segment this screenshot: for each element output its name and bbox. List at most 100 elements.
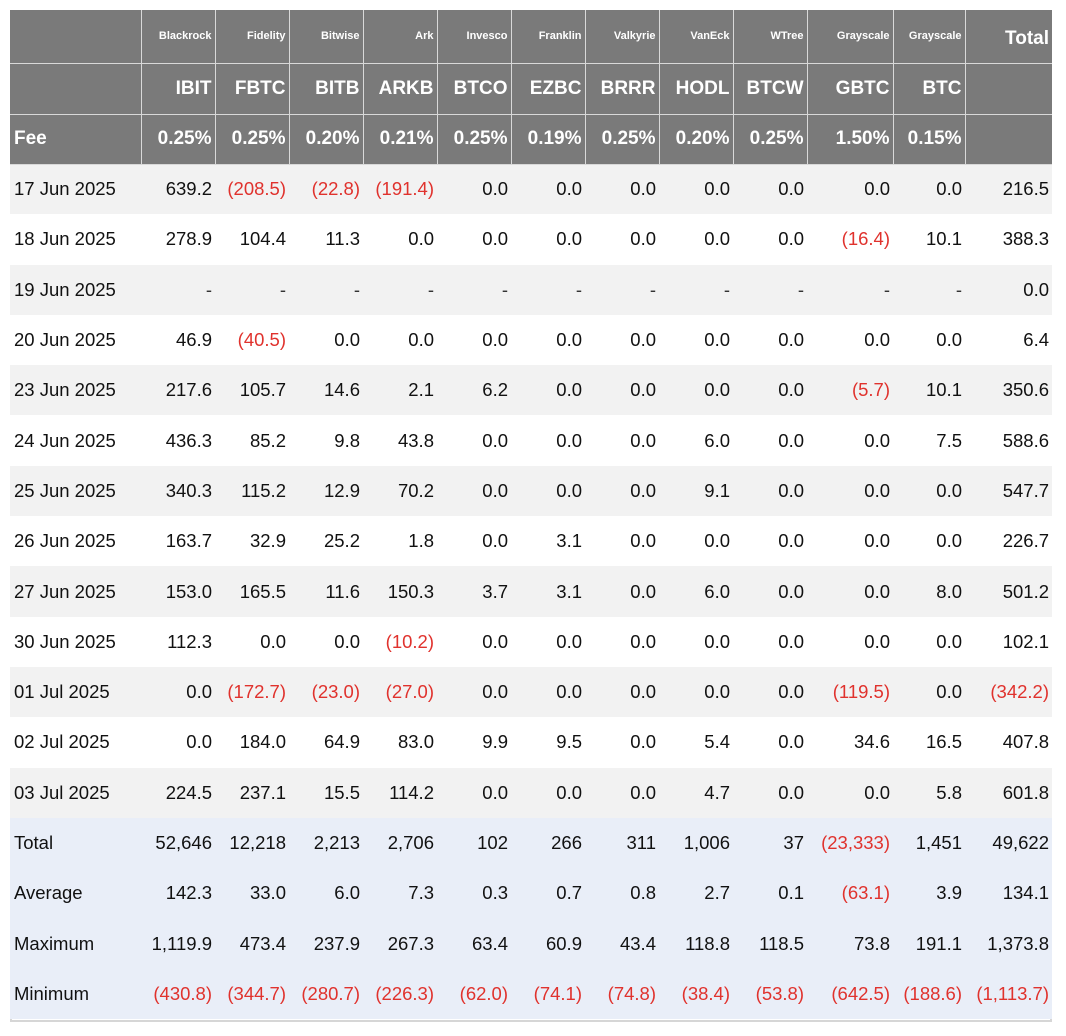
ticker-header: BRRR <box>585 63 660 115</box>
issuer-header: Blackrock <box>141 10 216 64</box>
flow-cell: 73.8 <box>807 918 893 969</box>
flow-cell: 184.0 <box>215 717 289 768</box>
flow-cell: 0.0 <box>733 717 807 768</box>
ticker-header: BTCW <box>733 63 808 115</box>
issuer-header: Bitwise <box>289 10 364 64</box>
summary-row: Average 142.3 33.0 6.0 7.3 0.3 0.7 0.8 2.7 0.1 (63… <box>10 868 1052 919</box>
flow-cell: 6.0 <box>659 415 733 466</box>
row-total-cell: 1,373.8 <box>965 918 1052 969</box>
flow-cell: 9.9 <box>437 717 511 768</box>
flow-cell: (430.8) <box>141 968 215 1020</box>
flow-cell: 0.0 <box>437 666 511 718</box>
summary-row: Maximum 1,119.9 473.4 237.9 267.3 63.4 60.9 43.… <box>10 918 1052 969</box>
flow-cell: 0.0 <box>659 365 733 416</box>
flow-cell: 0.0 <box>437 164 511 215</box>
flow-cell: 104.4 <box>215 214 289 265</box>
flow-cell: 0.0 <box>511 164 585 215</box>
flow-cell: 1.8 <box>363 516 437 567</box>
flow-cell: 0.0 <box>511 465 585 517</box>
table-row: 02 Jul 2025 0.0 184.0 64.9 83.0 9.9 9.5 0.0 5.4 0… <box>10 717 1052 768</box>
flow-cell: 2.7 <box>659 868 733 919</box>
flow-cell: 3.7 <box>437 566 511 617</box>
flow-cell: 10.1 <box>893 214 965 265</box>
summary-row: Total 52,646 12,218 2,213 2,706 102 266 311 1,00… <box>10 817 1052 869</box>
flow-cell: 0.0 <box>437 516 511 567</box>
row-total-cell: 501.2 <box>965 566 1052 617</box>
row-total-cell: 350.6 <box>965 365 1052 416</box>
flow-cell: (208.5) <box>215 164 289 215</box>
flow-cell: 0.0 <box>807 415 893 466</box>
corner-cell <box>10 63 142 115</box>
flow-cell: 0.0 <box>215 616 289 667</box>
flow-cell: 9.8 <box>289 415 363 466</box>
flow-cell: 0.0 <box>289 314 363 366</box>
total-column-header: Total <box>965 10 1052 64</box>
row-label: 17 Jun 2025 <box>10 164 141 215</box>
flow-cell: 6.0 <box>659 566 733 617</box>
row-label: 18 Jun 2025 <box>10 214 141 265</box>
flow-cell: 639.2 <box>141 164 215 215</box>
flow-cell: (10.2) <box>363 616 437 667</box>
flow-cell: 6.0 <box>289 868 363 919</box>
row-label: 26 Jun 2025 <box>10 516 141 567</box>
fee-value: 0.25% <box>585 114 660 165</box>
flow-cell: 0.0 <box>807 516 893 567</box>
flow-cell: 0.0 <box>585 314 659 366</box>
flow-cell: 32.9 <box>215 516 289 567</box>
flow-cell: 0.0 <box>141 717 215 768</box>
flow-cell: 1,451 <box>893 817 965 869</box>
flow-cell: (74.8) <box>585 968 659 1020</box>
flow-cell: 0.8 <box>585 868 659 919</box>
row-label: 25 Jun 2025 <box>10 465 141 517</box>
flow-cell: 150.3 <box>363 566 437 617</box>
flow-cell: 0.0 <box>363 214 437 265</box>
flow-cell: 0.0 <box>585 415 659 466</box>
table-row: 19 Jun 2025- - - - - - - - - - -0.0 <box>10 264 1052 315</box>
fee-value: 0.20% <box>659 114 734 165</box>
issuer-header: VanEck <box>659 10 734 64</box>
issuer-header: Valkyrie <box>585 10 660 64</box>
flow-cell: (38.4) <box>659 968 733 1020</box>
row-total-cell: 0.0 <box>965 264 1052 315</box>
flow-cell: 6.2 <box>437 365 511 416</box>
flow-cell: 0.0 <box>733 214 807 265</box>
flow-cell: - <box>733 264 807 315</box>
flow-cell: 0.0 <box>585 164 659 215</box>
flow-cell: 0.0 <box>733 516 807 567</box>
row-total-cell: 588.6 <box>965 415 1052 466</box>
fee-value: 0.25% <box>215 114 290 165</box>
flow-cell: 3.1 <box>511 516 585 567</box>
row-label: 01 Jul 2025 <box>10 666 141 718</box>
flow-cell: - <box>437 264 511 315</box>
flow-cell: 34.6 <box>807 717 893 768</box>
flow-cell: 0.0 <box>585 465 659 517</box>
flow-cell: 105.7 <box>215 365 289 416</box>
flow-cell: 43.4 <box>585 918 659 969</box>
flow-cell: 0.0 <box>511 415 585 466</box>
issuer-header: Fidelity <box>215 10 290 64</box>
flow-cell: 12,218 <box>215 817 289 869</box>
flow-cell: 0.0 <box>511 314 585 366</box>
flow-cell: 142.3 <box>141 868 215 919</box>
flow-cell: 3.9 <box>893 868 965 919</box>
ticker-header: HODL <box>659 63 734 115</box>
total-ticker-cell <box>965 63 1052 115</box>
flow-cell: 311 <box>585 817 659 869</box>
flow-cell: 224.5 <box>141 767 215 818</box>
flow-cell: 14.6 <box>289 365 363 416</box>
flow-cell: 8.0 <box>893 566 965 617</box>
flow-cell: - <box>893 264 965 315</box>
etf-flows-table: Blackrock Fidelity Bitwise Ark Invesco F… <box>10 10 1052 1020</box>
flow-cell: 0.0 <box>893 516 965 567</box>
issuer-header: Grayscale <box>893 10 966 64</box>
flow-cell: 0.0 <box>511 616 585 667</box>
flow-cell: 267.3 <box>363 918 437 969</box>
flow-cell: (5.7) <box>807 365 893 416</box>
flow-cell: 0.0 <box>585 566 659 617</box>
flow-cell: 0.0 <box>807 164 893 215</box>
table-row: 30 Jun 2025 112.3 0.0 0.0 (10.2) 0.0 0.0 0.0 0.0… <box>10 616 1052 667</box>
flow-cell: 0.0 <box>511 767 585 818</box>
flow-cell: 3.1 <box>511 566 585 617</box>
flow-cell: 0.7 <box>511 868 585 919</box>
flow-cell: 7.5 <box>893 415 965 466</box>
